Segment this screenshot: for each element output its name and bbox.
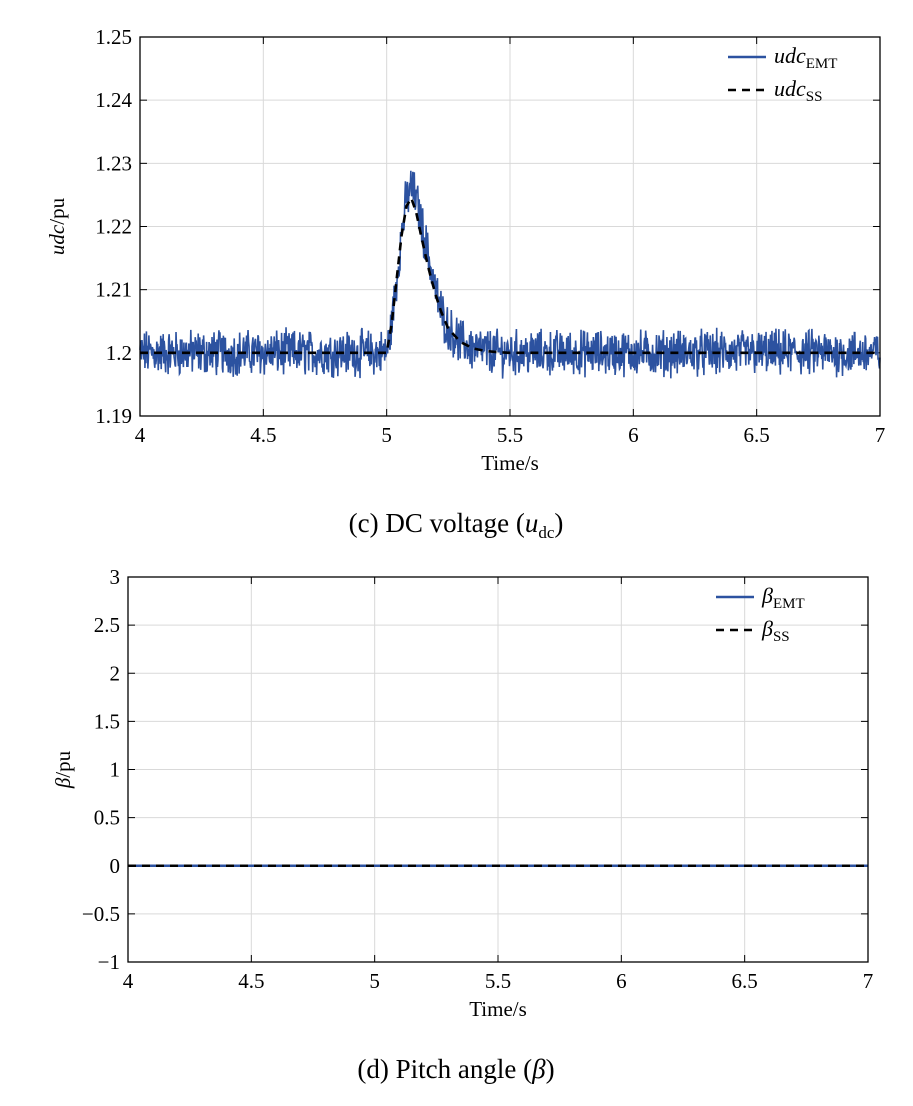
y-tick-label: 1 — [110, 758, 121, 782]
y-tick-label: 1.22 — [95, 215, 132, 239]
x-tick-label: 5 — [369, 969, 380, 993]
x-tick-label: 7 — [863, 969, 874, 993]
x-tick-label: 6 — [628, 423, 639, 447]
x-tick-label: 4 — [135, 423, 146, 447]
y-tick-label: 1.2 — [106, 341, 132, 365]
y-tick-label: −1 — [98, 950, 120, 974]
y-tick-label: 1.24 — [95, 88, 132, 112]
series-line-ss — [140, 195, 880, 355]
x-tick-label: 4 — [123, 969, 134, 993]
y-tick-label: 0 — [110, 854, 121, 878]
x-tick-label: 5 — [381, 423, 392, 447]
series-line-emt — [139, 170, 881, 379]
figure-caption: (d) Pitch angle (β) — [357, 1054, 554, 1084]
x-tick-label: 5.5 — [497, 423, 523, 447]
y-tick-label: 1.25 — [95, 25, 132, 49]
y-tick-label: 3 — [110, 565, 121, 589]
y-axis-label: udc/pu — [45, 197, 69, 255]
plot-frame — [139, 36, 881, 417]
x-tick-label: 5.5 — [485, 969, 511, 993]
chart-dc-voltage: 4 4.5 5 5.5 6 6.5 7 1.19 1.2 1.21 1.22 1.23 1.24 1.25… — [45, 25, 885, 542]
y-tick-label: 2 — [110, 661, 121, 685]
x-axis-label: Time/s — [469, 997, 527, 1021]
y-tick-label: 2.5 — [94, 613, 120, 637]
legend-label-emt: udcEMT — [774, 43, 837, 72]
y-tick-label: 1.21 — [95, 278, 132, 302]
x-tick-label: 6.5 — [744, 423, 770, 447]
x-tick-label: 4.5 — [250, 423, 276, 447]
y-tick-label: 1.23 — [95, 151, 132, 175]
y-tick-label: 0.5 — [94, 806, 120, 830]
chart-pitch-angle: 4 4.5 5 5.5 6 6.5 7 −1 −0.5 0 0.5 1 1.5 2 2.5 3 βEMT βSS T… — [51, 565, 873, 1084]
x-tick-label: 6.5 — [732, 969, 758, 993]
y-tick-label: 1.5 — [94, 709, 120, 733]
legend-label-ss: βSS — [761, 616, 790, 645]
figure-caption: (c) DC voltage (udc) — [349, 508, 564, 542]
legend-label-emt: βEMT — [761, 583, 805, 612]
y-axis-label: β/pu — [51, 750, 75, 789]
x-axis-label: Time/s — [481, 451, 539, 475]
plot-frame — [127, 576, 869, 963]
x-tick-label: 7 — [875, 423, 886, 447]
x-tick-label: 4.5 — [238, 969, 264, 993]
x-tick-label: 6 — [616, 969, 627, 993]
y-tick-label: 1.19 — [95, 404, 132, 428]
y-tick-label: −0.5 — [82, 902, 120, 926]
legend-label-ss: udcSS — [774, 76, 822, 105]
